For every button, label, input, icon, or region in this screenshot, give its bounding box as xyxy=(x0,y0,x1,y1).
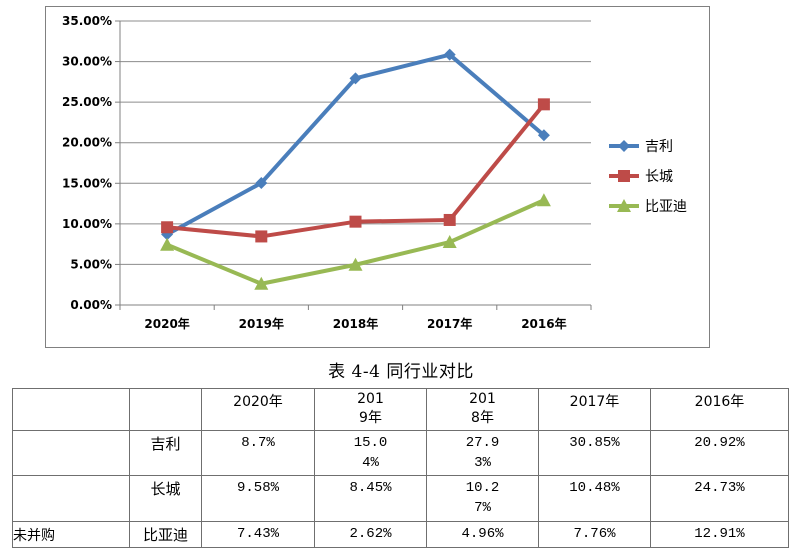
value-cell: 12.91% xyxy=(650,520,789,549)
y-tick-label: 20.00% xyxy=(62,136,112,150)
table-row: 未并购 比亚迪 7.43% 2.62% 4.96% 7.76% 12.91% xyxy=(12,520,789,549)
header-cell-year: 2020年 xyxy=(201,388,315,431)
header-cell xyxy=(129,388,202,431)
series-line-2 xyxy=(166,198,545,286)
brand-cell: 长城 xyxy=(129,475,202,522)
legend-marker xyxy=(618,170,630,182)
x-tick-label: 2017年 xyxy=(427,316,472,331)
data-point xyxy=(349,72,362,85)
header-cell-year: 2017年 xyxy=(538,388,651,431)
legend-label: 吉利 xyxy=(645,139,673,155)
group-cell xyxy=(12,475,130,522)
legend-label: 比亚迪 xyxy=(645,199,687,215)
value-cell: 8.45% xyxy=(314,475,427,522)
data-point xyxy=(254,276,269,290)
x-tick-label: 2018年 xyxy=(333,316,378,331)
value-cell: 10.48% xyxy=(538,475,651,522)
data-point xyxy=(536,193,551,207)
data-point xyxy=(161,221,174,234)
comparison-table: 2020年 2019年 2018年 2017年 2016年 吉利 8.7% 15… xyxy=(12,388,789,549)
line-chart: 0.00% 5.00% 10.00% 15.00% 20.00% 25.00% 30.00%… xyxy=(62,14,687,331)
group-cell xyxy=(12,429,130,477)
chart-frame: 0.00% 5.00% 10.00% 15.00% 20.00% 25.00% 30.00%… xyxy=(45,6,710,348)
data-point xyxy=(537,98,550,111)
value-cell: 4.96% xyxy=(426,520,539,549)
y-tick-label: 15.00% xyxy=(62,176,112,190)
legend-label: 长城 xyxy=(645,169,673,185)
legend-marker xyxy=(618,140,630,152)
value-cell: 20.92% xyxy=(650,429,789,477)
y-tick-label: 30.00% xyxy=(62,55,112,69)
value-cell: 7.76% xyxy=(538,520,651,549)
brand-cell: 比亚迪 xyxy=(129,520,202,549)
value-cell: 7.43% xyxy=(201,520,315,549)
value-cell: 10.27% xyxy=(426,475,539,522)
table-row: 吉利 8.7% 15.04% 27.93% 30.85% 20.92% xyxy=(12,429,789,477)
table-caption: 表 4-4 同行业对比 xyxy=(328,362,474,382)
y-tick-label: 35.00% xyxy=(62,14,112,28)
x-tick-label: 2019年 xyxy=(239,316,284,331)
group-cell-unmerged: 未并购 xyxy=(12,520,130,549)
data-point xyxy=(537,129,550,142)
value-cell: 8.7% xyxy=(201,429,315,477)
y-tick-label: 0.00% xyxy=(70,298,112,312)
data-point xyxy=(443,48,456,61)
value-cell: 9.58% xyxy=(201,475,315,522)
header-cell-year: 2019年 xyxy=(314,388,427,431)
value-cell: 2.62% xyxy=(314,520,427,549)
y-tick-label: 10.00% xyxy=(62,217,112,231)
table-row: 长城 9.58% 8.45% 10.27% 10.48% 24.73% xyxy=(12,475,789,522)
header-cell-year: 2018年 xyxy=(426,388,539,431)
data-point xyxy=(349,215,362,228)
value-cell: 30.85% xyxy=(538,429,651,477)
brand-cell: 吉利 xyxy=(129,429,202,477)
value-cell: 15.04% xyxy=(314,429,427,477)
y-tick-label: 5.00% xyxy=(70,257,112,271)
data-point xyxy=(442,235,457,249)
x-tick-label: 2020年 xyxy=(144,316,189,331)
header-cell-year: 2016年 xyxy=(650,388,789,431)
value-cell: 27.93% xyxy=(426,429,539,477)
y-tick-label: 25.00% xyxy=(62,95,112,109)
header-cell xyxy=(12,388,130,431)
table-header-row: 2020年 2019年 2018年 2017年 2016年 xyxy=(12,388,789,431)
legend-marker xyxy=(617,199,631,212)
value-cell: 24.73% xyxy=(650,475,789,522)
data-point xyxy=(255,230,268,243)
data-point xyxy=(443,213,456,226)
data-point xyxy=(160,237,175,251)
x-tick-label: 2016年 xyxy=(521,316,566,331)
data-point xyxy=(348,257,363,271)
